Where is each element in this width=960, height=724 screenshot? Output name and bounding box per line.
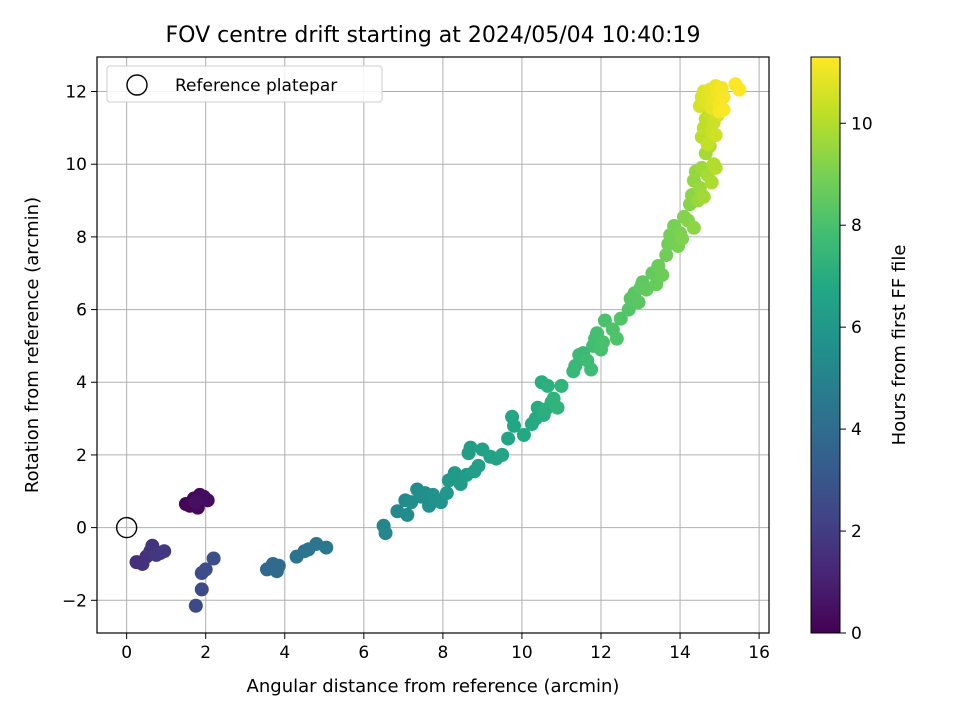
data-point (613, 311, 628, 326)
reference-marker-group (115, 516, 138, 539)
colorbar: 0 2 4 6 8 10 Hours from first FF file (810, 56, 910, 644)
x-tick-label: 0 (121, 643, 132, 663)
data-point (732, 82, 747, 97)
data-point (700, 137, 715, 152)
data-point (400, 507, 415, 522)
x-tick-label: 2 (200, 643, 211, 663)
data-point (708, 128, 723, 143)
x-tick-label: 14 (669, 643, 691, 663)
data-point (675, 231, 690, 246)
legend-entry-reference: Reference platepar (175, 76, 337, 96)
data-point (716, 102, 731, 117)
x-tick-label: 16 (748, 643, 770, 663)
data-point (686, 220, 701, 235)
x-axis-label: Angular distance from reference (arcmin) (247, 676, 620, 697)
y-tick-label: 4 (76, 373, 87, 393)
x-tick-label: 6 (358, 643, 369, 663)
data-point (584, 362, 599, 377)
y-tick-label: 0 (76, 519, 87, 539)
colorbar-tick-label: 0 (851, 624, 862, 644)
data-point (716, 89, 731, 104)
chart-title: FOV centre drift starting at 2024/05/04 … (166, 23, 701, 48)
data-point (188, 495, 203, 510)
colorbar-ticks: 0 2 4 6 8 10 (840, 114, 873, 644)
x-axis-ticks: 0 2 4 6 8 10 12 14 16 (121, 633, 770, 663)
legend-box (106, 65, 383, 103)
data-point (595, 335, 610, 350)
x-tick-label: 4 (279, 643, 290, 663)
data-point (439, 486, 454, 501)
y-tick-label: 6 (76, 301, 87, 321)
x-tick-label: 12 (590, 643, 612, 663)
data-point (704, 175, 719, 190)
x-tick-label: 8 (437, 643, 448, 663)
data-point (568, 358, 583, 373)
data-point (550, 400, 565, 415)
grid-lines (97, 57, 769, 633)
data-point (708, 160, 723, 175)
data-point (516, 427, 531, 442)
plot-background (97, 57, 769, 633)
data-point (194, 582, 209, 597)
data-point (609, 331, 624, 346)
data-point (621, 302, 636, 317)
y-tick-label: 10 (65, 155, 87, 175)
data-point (200, 493, 215, 508)
colorbar-tick-label: 10 (851, 114, 873, 134)
data-point (271, 558, 286, 573)
y-axis-label: Rotation from reference (arcmin) (22, 197, 43, 493)
y-axis-ticks: −2 0 2 4 6 8 10 12 (62, 83, 97, 611)
data-point (319, 540, 334, 555)
data-points (129, 77, 747, 613)
y-tick-label: 12 (65, 83, 87, 103)
data-point (463, 440, 478, 455)
colorbar-label: Hours from first FF file (889, 245, 910, 446)
data-point (501, 431, 516, 446)
colorbar-gradient (810, 56, 841, 634)
data-point (157, 544, 172, 559)
data-point (655, 268, 670, 283)
y-tick-label: 8 (76, 228, 87, 248)
reference-platepar-marker (115, 516, 138, 539)
data-point (631, 295, 646, 310)
data-point (554, 378, 569, 393)
colorbar-tick-label: 6 (851, 318, 862, 338)
data-point (198, 562, 213, 577)
data-point (659, 248, 674, 263)
y-tick-label: 2 (76, 446, 87, 466)
data-point (597, 313, 612, 328)
data-point (696, 189, 711, 204)
data-point (447, 466, 462, 481)
data-point (471, 458, 486, 473)
data-point (540, 378, 555, 393)
legend: Reference platepar (106, 65, 383, 103)
data-point (507, 418, 522, 433)
colorbar-tick-label: 2 (851, 522, 862, 542)
data-point (495, 447, 510, 462)
legend-reference-marker (126, 74, 148, 96)
y-tick-label: −2 (62, 591, 87, 611)
plot-frame (96, 56, 770, 634)
x-tick-label: 10 (511, 643, 533, 663)
colorbar-tick-label: 4 (851, 420, 862, 440)
data-point (206, 551, 221, 566)
data-point (378, 526, 393, 541)
colorbar-tick-label: 8 (851, 216, 862, 236)
data-point (188, 598, 203, 613)
